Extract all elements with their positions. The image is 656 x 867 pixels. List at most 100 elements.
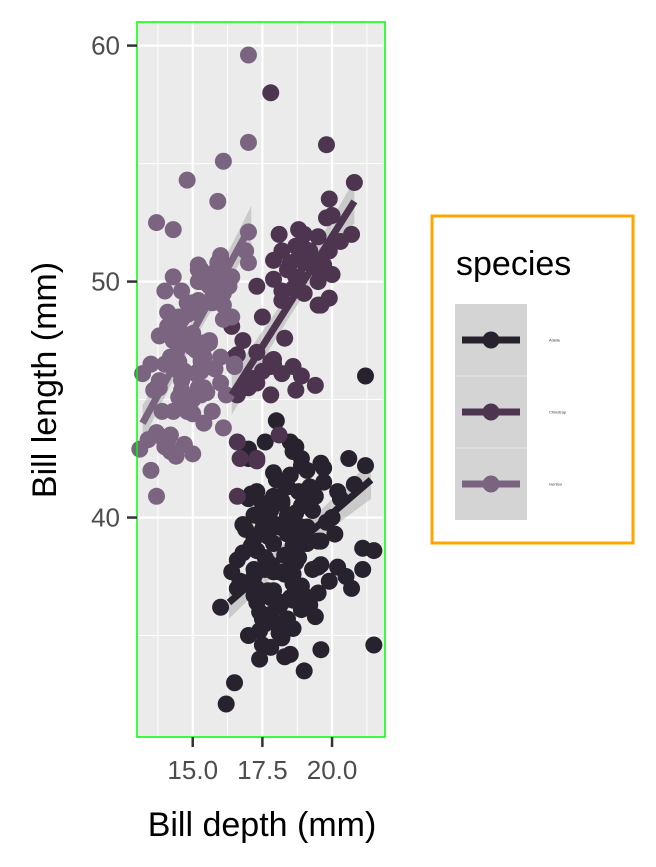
data-point-adelie [273, 629, 291, 647]
legend-key-point-adelie [482, 331, 500, 349]
data-point-adelie [304, 480, 322, 498]
data-point-chinstrap [265, 270, 283, 288]
data-point-gentoo [170, 317, 188, 335]
scatter-points [131, 46, 383, 713]
data-point-adelie [234, 516, 252, 534]
data-point-gentoo [178, 402, 196, 420]
data-point-chinstrap [281, 254, 299, 272]
data-point-adelie [292, 457, 310, 475]
data-point-adelie [315, 459, 333, 477]
data-point-gentoo [156, 282, 174, 300]
data-point-chinstrap [320, 190, 338, 208]
data-point-chinstrap [323, 206, 341, 224]
data-point-chinstrap [248, 277, 266, 295]
data-point-gentoo [153, 402, 171, 420]
legend-label-adelie: Adelie [549, 338, 561, 343]
data-point-chinstrap [273, 282, 291, 300]
data-point-adelie [253, 511, 271, 529]
x-tick-label: 17.5 [237, 755, 288, 785]
data-point-chinstrap [343, 225, 361, 243]
data-point-chinstrap [284, 358, 302, 376]
data-point-adelie [234, 544, 252, 562]
data-point-adelie [281, 466, 299, 484]
data-point-adelie [365, 542, 383, 560]
data-point-adelie [292, 601, 310, 619]
legend: species Adelie Chinstrap Gentoo [430, 214, 635, 545]
regression-line-chinstrap [228, 199, 358, 397]
data-point-chinstrap [320, 289, 338, 307]
data-point-adelie [284, 619, 302, 637]
data-point-gentoo [239, 46, 257, 64]
data-point-gentoo [164, 221, 182, 239]
y-axis: 40 50 60 [91, 31, 137, 533]
data-point-adelie [256, 433, 274, 451]
data-point-gentoo [189, 256, 207, 274]
x-tick-label: 20.0 [307, 755, 358, 785]
data-point-adelie [309, 584, 327, 602]
legend-keys: Adelie Chinstrap Gentoo [455, 304, 567, 520]
y-tick-label: 40 [91, 503, 120, 533]
data-point-gentoo [164, 268, 182, 286]
data-point-adelie [312, 556, 330, 574]
data-point-chinstrap [228, 487, 246, 505]
data-point-gentoo [175, 362, 193, 380]
data-point-chinstrap [290, 221, 308, 239]
data-point-gentoo [192, 353, 210, 371]
data-point-adelie [354, 560, 372, 578]
data-point-adelie [273, 492, 291, 510]
data-point-adelie [326, 525, 344, 543]
data-point-adelie [306, 608, 324, 626]
data-point-gentoo [175, 435, 193, 453]
data-point-chinstrap [270, 426, 288, 444]
data-point-chinstrap [248, 450, 266, 468]
data-point-adelie [267, 412, 285, 430]
data-point-adelie [253, 610, 271, 628]
data-point-gentoo [209, 192, 227, 210]
y-tick-label: 60 [91, 31, 120, 61]
data-point-chinstrap [306, 376, 324, 394]
data-point-adelie [312, 532, 330, 550]
data-point-chinstrap [295, 254, 313, 272]
data-point-adelie [267, 516, 285, 534]
data-point-gentoo [212, 348, 230, 366]
data-point-adelie [356, 367, 374, 385]
panel-border [136, 21, 386, 738]
data-point-gentoo [203, 402, 221, 420]
data-point-adelie [298, 494, 316, 512]
data-point-adelie [276, 565, 294, 583]
data-point-chinstrap [253, 308, 271, 326]
regression-line-adelie [226, 477, 374, 606]
legend-label-gentoo: Gentoo [549, 482, 563, 487]
data-point-adelie [320, 572, 338, 590]
data-point-adelie [270, 598, 288, 616]
plot-panel [131, 21, 386, 738]
legend-label-chinstrap: Chinstrap [549, 410, 567, 415]
data-point-gentoo [167, 447, 185, 465]
data-point-gentoo [214, 152, 232, 170]
data-point-gentoo [239, 254, 257, 272]
data-point-gentoo [189, 379, 207, 397]
data-point-gentoo [212, 249, 230, 267]
data-point-gentoo [142, 355, 160, 373]
data-point-adelie [265, 464, 283, 482]
data-point-adelie [212, 598, 230, 616]
data-point-adelie [290, 549, 308, 567]
regression-lines [139, 199, 374, 606]
legend-title: species [456, 245, 571, 283]
x-axis-title: Bill depth (mm) [148, 806, 377, 844]
data-point-gentoo [223, 308, 241, 326]
data-point-gentoo [148, 214, 166, 232]
data-point-adelie [256, 549, 274, 567]
data-point-chinstrap [276, 329, 294, 347]
data-point-chinstrap [265, 251, 283, 269]
data-point-chinstrap [262, 386, 280, 404]
data-point-adelie [312, 641, 330, 659]
x-tick-label: 15.0 [167, 755, 218, 785]
data-point-chinstrap [262, 84, 280, 102]
data-point-gentoo [239, 133, 257, 151]
data-point-chinstrap [234, 332, 252, 350]
data-point-adelie [292, 577, 310, 595]
data-point-chinstrap [231, 450, 249, 468]
data-point-adelie [262, 638, 280, 656]
